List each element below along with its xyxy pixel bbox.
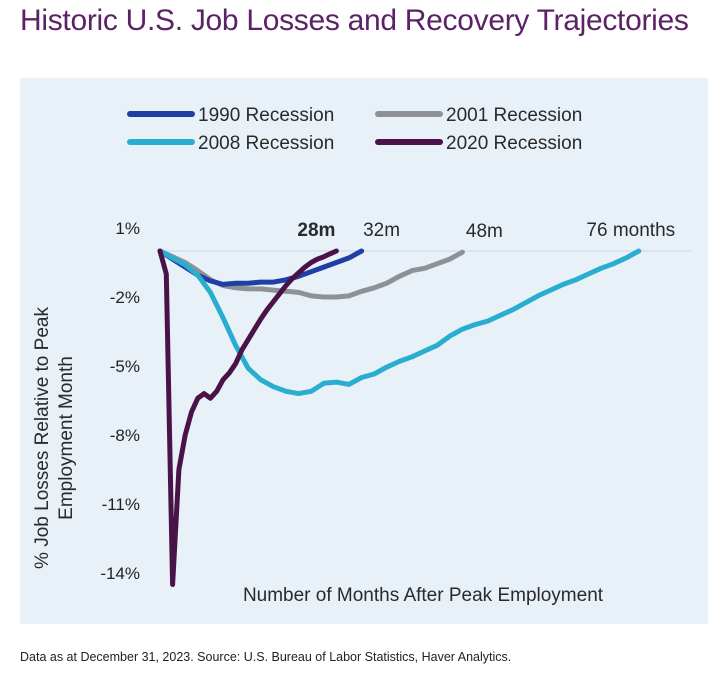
legend-label: 2008 Recession: [198, 133, 334, 154]
page-title: Historic U.S. Job Losses and Recovery Tr…: [20, 4, 689, 37]
end-label-2001: 48m: [466, 221, 503, 242]
y-tick-label: -14%: [100, 564, 140, 583]
chart-panel: 1% -2% -5% -8% -11% -14% % Job Losses Relative…: [20, 78, 708, 624]
y-tick-label: -5%: [110, 357, 140, 376]
y-tick-label: 1%: [115, 219, 140, 238]
y-axis-title: % Job Losses Relative to Peak Employment …: [32, 307, 77, 569]
y-tick-label: -8%: [110, 426, 140, 445]
y-tick-label: -11%: [102, 495, 140, 514]
line-chart: 1% -2% -5% -8% -11% -14% % Job Losses Relative…: [32, 105, 692, 606]
x-axis-title: Number of Months After Peak Employment: [243, 585, 604, 606]
legend-label: 2020 Recession: [446, 133, 582, 154]
footnote: Data as at December 31, 2023. Source: U.…: [20, 650, 512, 664]
legend-label: 1990 Recession: [198, 105, 334, 126]
series-line-2020: [157, 248, 339, 587]
end-label-1990: 32m: [363, 220, 400, 241]
y-tick-label: -2%: [110, 288, 140, 307]
end-label-2020: 28m: [297, 220, 335, 241]
end-label-2008: 76 months: [586, 220, 675, 241]
legend-label: 2001 Recession: [446, 105, 582, 126]
